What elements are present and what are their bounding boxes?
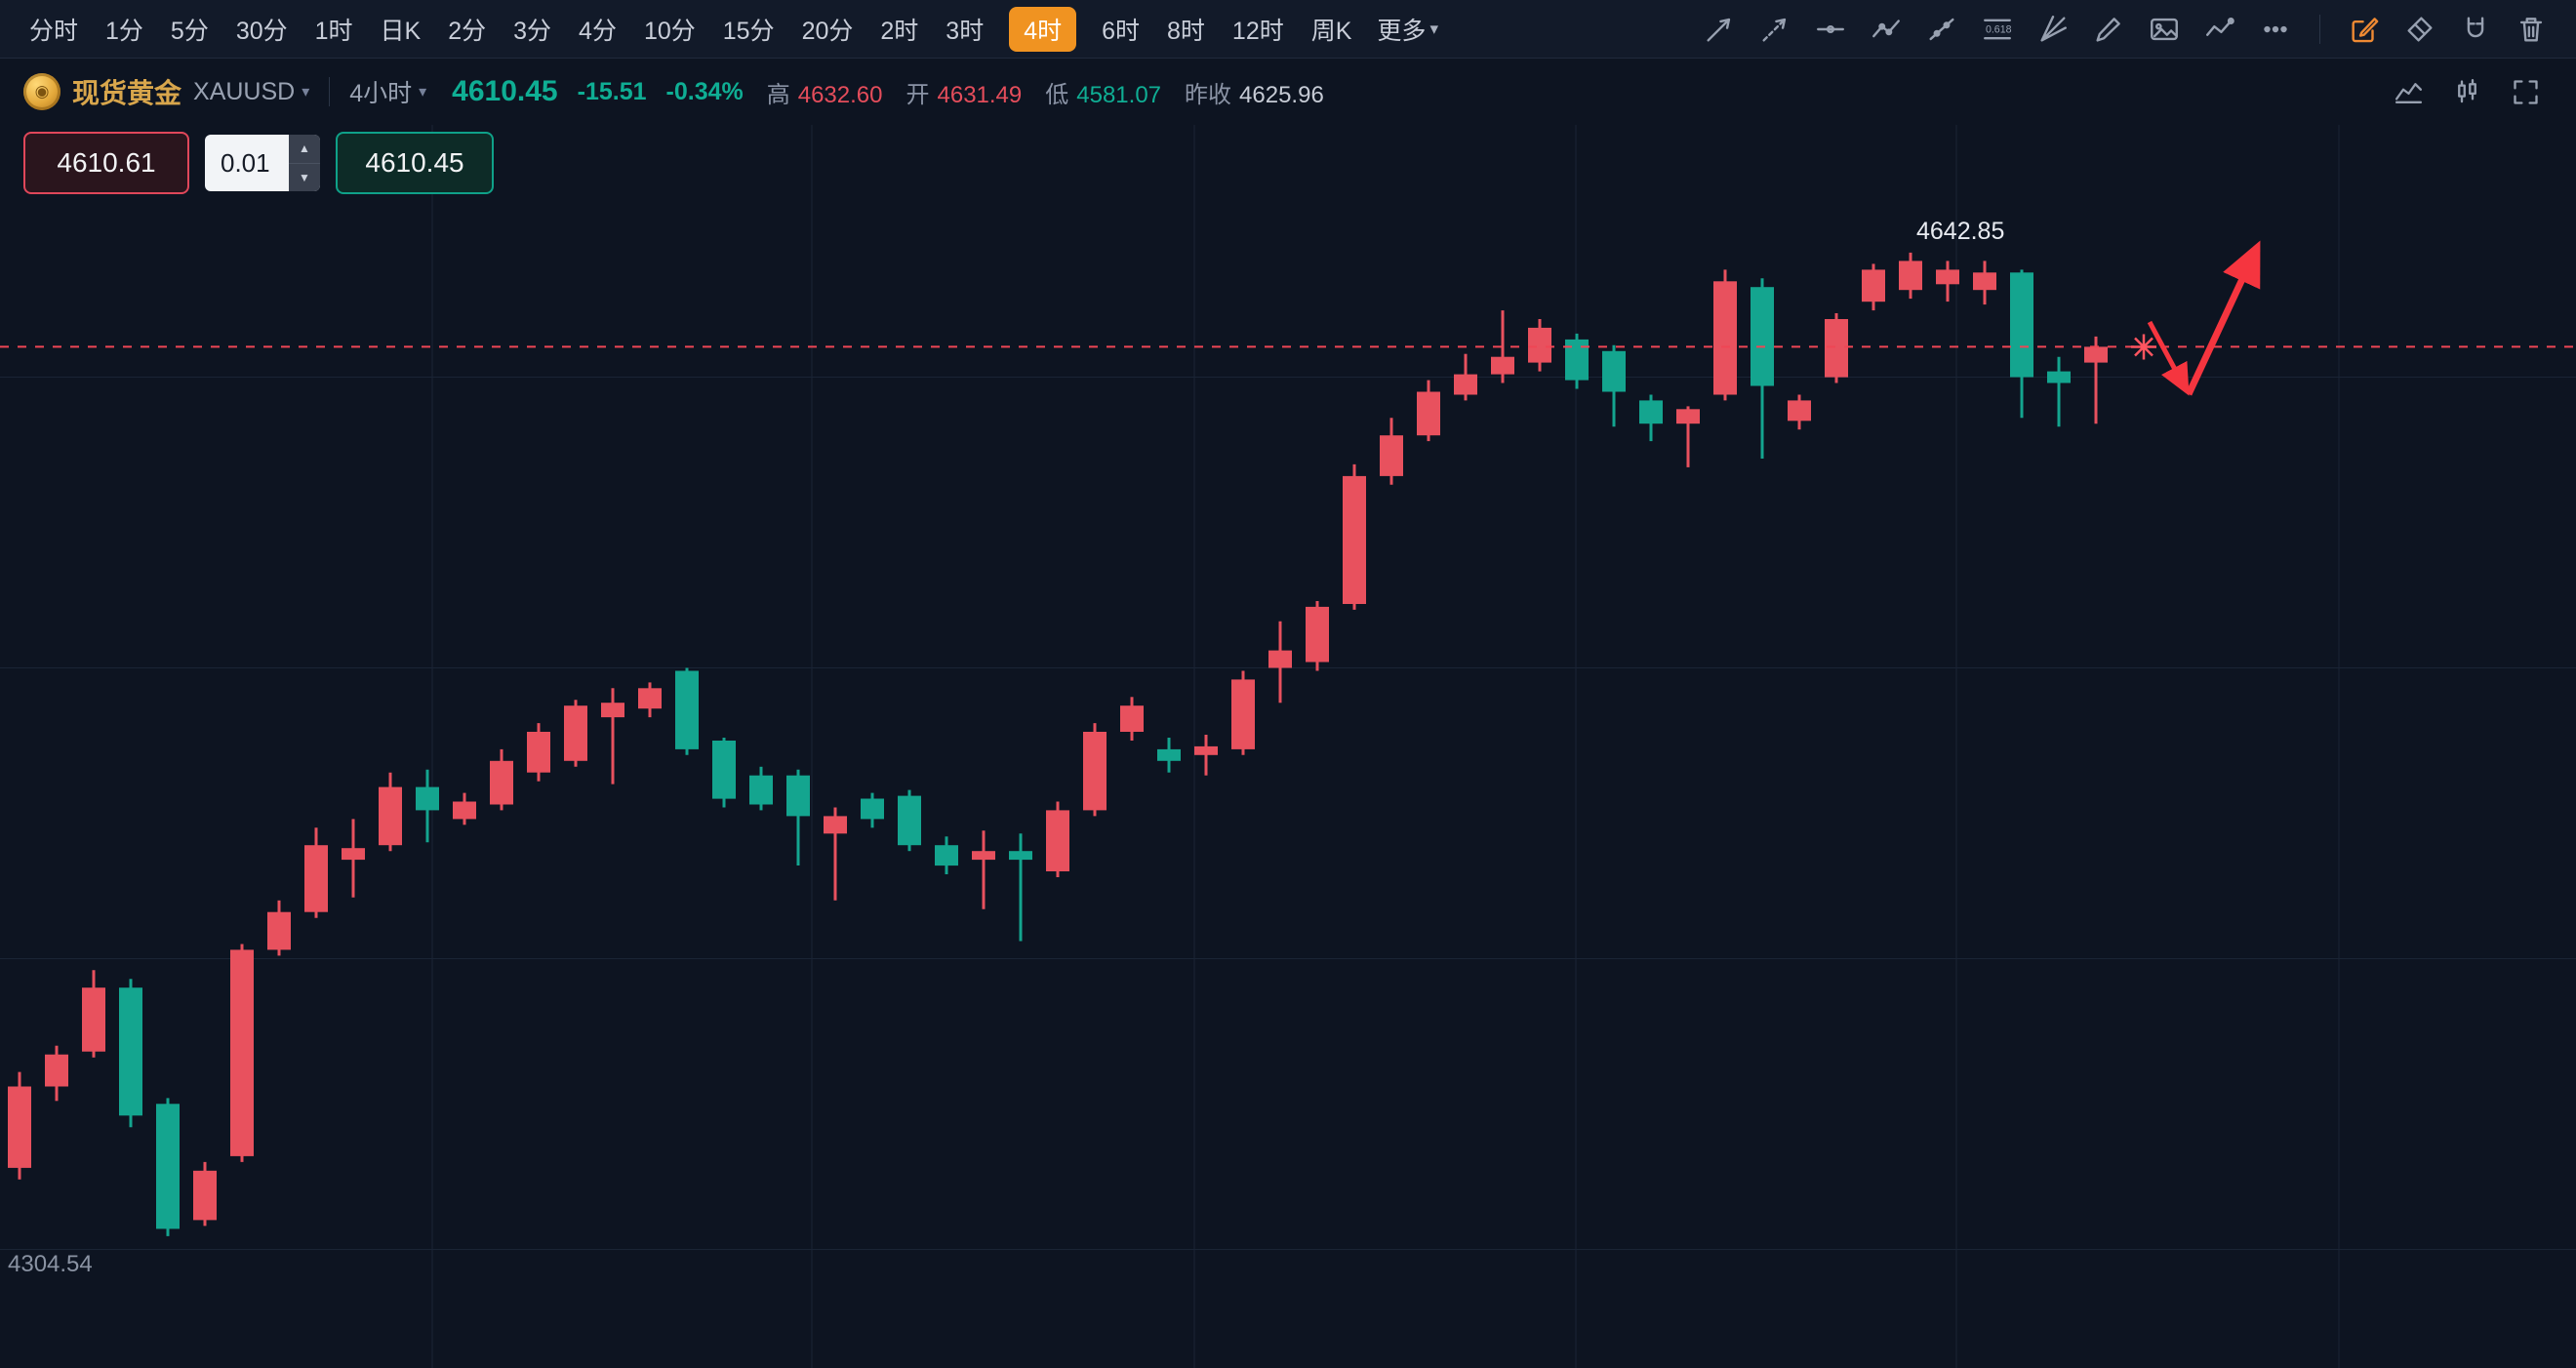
more-timeframes-button[interactable]: 更多 ▾ (1377, 12, 1438, 47)
quantity-increase-button[interactable]: ▲ (299, 141, 310, 156)
timeframe-分时[interactable]: 分时 (29, 17, 79, 45)
stat-value: 4631.49 (937, 81, 1023, 108)
chart-gridlines (0, 125, 2576, 1368)
sell-button[interactable]: 4610.61 (23, 132, 189, 194)
timeframe-周K[interactable]: 周K (1310, 17, 1352, 45)
magnet-icon[interactable] (2458, 12, 2493, 47)
timeframe-1分[interactable]: 1分 (105, 17, 143, 45)
timeframe-4时[interactable]: 4时 (1009, 6, 1077, 52)
stat-label: 昨收 (1185, 81, 1232, 108)
stat-value: 4625.96 (1239, 81, 1324, 108)
timeframe-10分[interactable]: 10分 (643, 17, 696, 45)
timeframe-30分[interactable]: 30分 (235, 17, 288, 45)
divider (329, 77, 331, 106)
chart-high-label: 4642.85 (1916, 218, 2004, 245)
polyline-icon[interactable] (1869, 12, 1904, 47)
quantity-value: 0.01 (221, 147, 270, 178)
fib-label: 0.618 (1986, 23, 2012, 35)
timeframe-5分[interactable]: 5分 (170, 17, 209, 45)
stat-high: 高 4632.60 (767, 75, 883, 109)
interval-selector[interactable]: 4小时 (349, 80, 413, 107)
trade-panel: 4610.61 0.01 ▲ ▼ 4610.45 (23, 132, 494, 194)
chevron-down-icon: ▾ (1429, 19, 1438, 38)
timeframe-12时[interactable]: 12时 (1231, 17, 1284, 45)
timeframe-3分[interactable]: 3分 (513, 17, 552, 45)
chevron-down-icon[interactable]: ▾ (419, 84, 427, 101)
price-chart[interactable]: 4642.85 4304.54 (0, 125, 2576, 1368)
trend-line-icon[interactable] (1702, 12, 1737, 47)
timeframe-1时[interactable]: 1时 (314, 17, 353, 45)
chart-view-controls (2391, 74, 2543, 109)
timeframe-8时[interactable]: 8时 (1167, 17, 1205, 45)
more-label: 更多 (1377, 17, 1427, 45)
timeframe-list: 分时 1分 5分 30分 1时 日K 2分 3分 4分 10分 15分 20分 2时 3时 4时 6时 8时 12… (27, 6, 1353, 52)
area-chart-icon[interactable] (2391, 74, 2426, 109)
symbol-ticker[interactable]: XAUUSD (193, 77, 296, 105)
chart-low-label: 4304.54 (8, 1251, 93, 1277)
last-price: 4610.45 (452, 75, 558, 107)
timeframe-2分[interactable]: 2分 (448, 17, 487, 45)
drawing-toolbar: 0.618 (1702, 12, 2549, 47)
horizontal-line-icon[interactable] (1813, 12, 1848, 47)
stat-value: 4632.60 (797, 81, 883, 108)
fibonacci-icon[interactable]: 0.618 (1980, 12, 2015, 47)
symbol-info-bar: ◉ 现货黄金 XAUUSD ▾ 4小时 ▾ 4610.45 -15.51 -0.… (0, 59, 2576, 125)
stat-label: 高 (766, 81, 790, 108)
brush-icon[interactable] (2091, 12, 2126, 47)
ray-icon[interactable] (1924, 12, 1959, 47)
buy-button[interactable]: 4610.45 (336, 132, 494, 194)
stat-open: 开 4631.49 (906, 75, 1023, 109)
timeframe-4分[interactable]: 4分 (579, 17, 617, 45)
eraser-icon[interactable] (2402, 12, 2437, 47)
drawn-arrow-annotation[interactable] (2147, 240, 2261, 396)
price-marker-sparkle (2131, 334, 2156, 360)
timeframe-3时[interactable]: 3时 (946, 17, 985, 45)
stat-prev-close: 昨收 4625.96 (1185, 75, 1324, 109)
timeframe-日K[interactable]: 日K (380, 17, 422, 45)
symbol-name: 现货黄金 (72, 78, 182, 108)
quantity-stepper: ▲ ▼ (289, 135, 320, 191)
candle-settings-icon[interactable] (2449, 74, 2484, 109)
candlesticks (8, 252, 2108, 1236)
toolbar: 分时 1分 5分 30分 1时 日K 2分 3分 4分 10分 15分 20分 2时 3时 4时 6时 8时 12… (0, 0, 2576, 59)
price-change-percent: -0.34% (665, 77, 744, 105)
image-icon[interactable] (2147, 12, 2182, 47)
fullscreen-icon[interactable] (2508, 74, 2543, 109)
timeframe-2时[interactable]: 2时 (880, 17, 919, 45)
compose-icon[interactable] (2347, 12, 2382, 47)
toolbar-divider (2319, 14, 2320, 44)
stat-label: 低 (1045, 81, 1069, 108)
stat-label: 开 (906, 81, 930, 108)
more-tools-icon[interactable] (2258, 12, 2293, 47)
stat-low: 低 4581.07 (1045, 75, 1161, 109)
timeframe-6时[interactable]: 6时 (1102, 17, 1141, 45)
gann-fan-icon[interactable] (2035, 12, 2071, 47)
quantity-field[interactable]: 0.01 ▲ ▼ (205, 135, 320, 191)
chevron-down-icon[interactable]: ▾ (302, 84, 310, 101)
trash-icon[interactable] (2514, 12, 2549, 47)
price-change: -15.51 (577, 77, 647, 105)
timeframe-15分[interactable]: 15分 (722, 17, 775, 45)
timeframe-20分[interactable]: 20分 (801, 17, 854, 45)
quantity-decrease-button[interactable]: ▼ (289, 162, 320, 192)
trend-arrow-dashed-icon[interactable] (1757, 12, 1792, 47)
zigzag-icon[interactable] (2202, 12, 2237, 47)
stat-value: 4581.07 (1076, 81, 1162, 108)
gold-coin-icon: ◉ (23, 73, 60, 110)
